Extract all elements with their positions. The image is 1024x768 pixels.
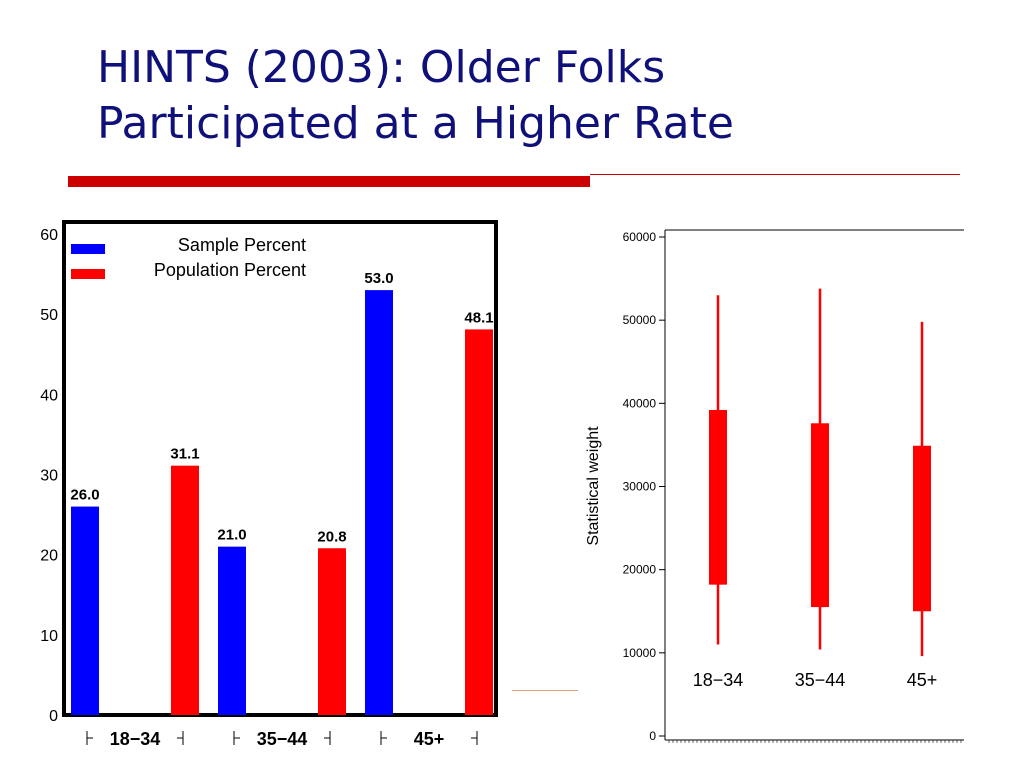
bar-y-tick-label: 40 [40,387,58,404]
bar-data-label: 20.8 [317,528,346,545]
bar [171,465,199,715]
box-y-tick-label: 20000 [623,563,657,577]
bar-y-tick-label: 0 [49,708,58,725]
box-y-tick-label: 10000 [623,646,657,660]
bar-category-label: 45+ [414,729,445,749]
bar-y-tick-label: 50 [40,307,58,324]
bar-data-label: 48.1 [464,309,493,326]
legend-swatch [71,244,105,254]
bar-category-label: 18−34 [110,729,161,749]
title-rule-thick [68,176,590,187]
bar-data-label: 21.0 [217,527,246,544]
box-body [709,409,727,585]
bar-y-tick-label: 20 [40,548,58,565]
box-category-label: 35−44 [795,670,846,690]
bar-data-label: 53.0 [364,270,393,287]
decorative-rule [512,690,578,691]
legend-swatch [71,269,105,279]
bar-y-tick-label: 60 [40,227,58,244]
title-line-2: Participated at a Higher Rate [97,98,734,149]
box-chart-y-label: Statistical weight [585,426,602,546]
box-y-tick-label: 40000 [623,396,657,410]
bar-y-tick-label: 10 [40,628,58,645]
bar-data-label: 31.1 [170,446,199,463]
box-y-tick-label: 30000 [623,480,657,494]
box-y-tick-label: 60000 [623,230,657,244]
box-category-label: 45+ [907,670,938,690]
bar [218,546,246,715]
bar [71,506,99,715]
box-body [913,445,931,612]
bar-category-label: 35−44 [257,729,308,749]
bar-y-tick-label: 30 [40,468,58,485]
box-body [811,423,829,608]
bar-chart-frame [62,220,498,717]
box-y-tick-label: 0 [649,729,656,743]
bar [318,548,346,715]
title-rule-thin [590,174,960,175]
legend-label: Sample Percent [178,235,306,255]
box-category-label: 18−34 [693,670,744,690]
bar-data-label: 26.0 [70,487,99,504]
bar [365,290,393,715]
bar [465,329,493,715]
title-line-1: HINTS (2003): Older Folks [97,42,666,93]
slide-title: HINTS (2003): Older Folks Participated a… [97,40,977,152]
legend-label: Population Percent [154,260,306,280]
box-y-tick-label: 50000 [623,313,657,327]
